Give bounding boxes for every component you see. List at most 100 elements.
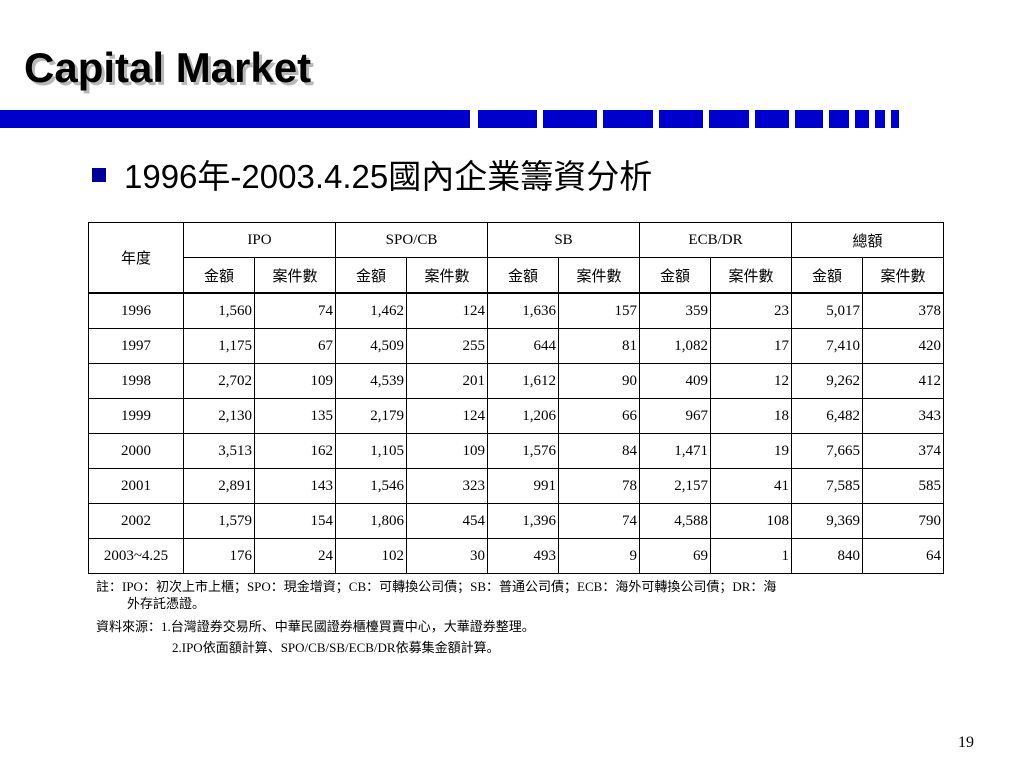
group-header-ecb-dr: ECB/DR xyxy=(639,222,792,258)
sub-header-count: 案件數 xyxy=(558,257,640,294)
amount-cell: 9,369 xyxy=(791,503,863,539)
stripe-segment xyxy=(891,110,899,128)
amount-cell: 1,560 xyxy=(183,292,255,329)
count-cell: 201 xyxy=(406,363,488,399)
amount-cell: 359 xyxy=(639,292,711,329)
amount-cell: 102 xyxy=(335,538,407,574)
amount-cell: 6,482 xyxy=(791,398,863,434)
amount-cell: 1,612 xyxy=(487,363,559,399)
count-cell: 84 xyxy=(558,433,640,469)
amount-cell: 1,396 xyxy=(487,503,559,539)
sub-header-count: 案件數 xyxy=(406,257,488,294)
count-cell: 162 xyxy=(254,433,336,469)
table-row: 2002 1,579 154 1,806 454 1,396 74 4,588 108 9,369… xyxy=(88,503,944,539)
amount-cell: 1,471 xyxy=(639,433,711,469)
count-cell: 420 xyxy=(862,328,944,364)
stripe-segment xyxy=(603,110,653,128)
count-cell: 23 xyxy=(710,292,792,329)
table-row: 1998 2,702 109 4,539 201 1,612 90 409 12 9,262 412 xyxy=(88,363,944,399)
amount-cell: 967 xyxy=(639,398,711,434)
stripe-segment xyxy=(795,110,823,128)
count-cell: 585 xyxy=(862,468,944,504)
count-cell: 9 xyxy=(558,538,640,574)
amount-cell: 1,105 xyxy=(335,433,407,469)
stripe-segment xyxy=(855,110,869,128)
count-cell: 255 xyxy=(406,328,488,364)
amount-cell: 1,579 xyxy=(183,503,255,539)
stripe-segment xyxy=(829,110,849,128)
year-cell: 2000 xyxy=(88,433,184,469)
amount-cell: 2,179 xyxy=(335,398,407,434)
year-cell: 1998 xyxy=(88,363,184,399)
stripe-segment xyxy=(755,110,789,128)
year-header: 年度 xyxy=(88,222,184,294)
stripe-segment xyxy=(709,110,749,128)
amount-cell: 4,509 xyxy=(335,328,407,364)
stripe-segment xyxy=(659,110,703,128)
count-cell: 108 xyxy=(710,503,792,539)
count-cell: 323 xyxy=(406,468,488,504)
count-cell: 74 xyxy=(558,503,640,539)
sub-header-amount: 金額 xyxy=(335,257,407,294)
count-cell: 412 xyxy=(862,363,944,399)
count-cell: 143 xyxy=(254,468,336,504)
count-cell: 109 xyxy=(254,363,336,399)
table-row: 2001 2,891 143 1,546 323 991 78 2,157 41 7,585 585 xyxy=(88,468,944,504)
count-cell: 90 xyxy=(558,363,640,399)
amount-cell: 3,513 xyxy=(183,433,255,469)
count-cell: 135 xyxy=(254,398,336,434)
count-cell: 790 xyxy=(862,503,944,539)
year-cell: 1999 xyxy=(88,398,184,434)
amount-cell: 1,175 xyxy=(183,328,255,364)
stripe-segment xyxy=(875,110,885,128)
group-header-ipo: IPO xyxy=(183,222,336,258)
note-line: 註：IPO：初次上市上櫃；SPO：現金增資；CB：可轉換公司債；SB：普通公司債… xyxy=(96,579,777,594)
slide-title: Capital Market xyxy=(24,44,312,91)
count-cell: 378 xyxy=(862,292,944,329)
count-cell: 41 xyxy=(710,468,792,504)
amount-cell: 5,017 xyxy=(791,292,863,329)
source-line-continued: 2.IPO依面額計算、SPO/CB/SB/ECB/DR依募集金額計算。 xyxy=(172,640,500,655)
amount-cell: 7,665 xyxy=(791,433,863,469)
stripe-segment xyxy=(543,110,597,128)
sub-header-amount: 金額 xyxy=(183,257,255,294)
amount-cell: 7,585 xyxy=(791,468,863,504)
count-cell: 64 xyxy=(862,538,944,574)
year-cell: 2003~4.25 xyxy=(88,538,184,574)
amount-cell: 7,410 xyxy=(791,328,863,364)
amount-cell: 2,130 xyxy=(183,398,255,434)
amount-cell: 176 xyxy=(183,538,255,574)
amount-cell: 4,588 xyxy=(639,503,711,539)
amount-cell: 1,462 xyxy=(335,292,407,329)
table-row: 1996 1,560 74 1,462 124 1,636 157 359 23 5,017 378 xyxy=(88,292,944,329)
count-cell: 124 xyxy=(406,292,488,329)
count-cell: 343 xyxy=(862,398,944,434)
amount-cell: 1,082 xyxy=(639,328,711,364)
count-cell: 454 xyxy=(406,503,488,539)
sub-header-count: 案件數 xyxy=(862,257,944,294)
page-number: 19 xyxy=(958,734,974,751)
stripe-segment xyxy=(478,110,537,128)
count-cell: 157 xyxy=(558,292,640,329)
count-cell: 17 xyxy=(710,328,792,364)
year-cell: 2002 xyxy=(88,503,184,539)
table-body: 1996 1,560 74 1,462 124 1,636 157 359 23 5,017 378… xyxy=(88,292,944,574)
count-cell: 1 xyxy=(710,538,792,574)
stripe-segment xyxy=(0,110,470,128)
count-cell: 109 xyxy=(406,433,488,469)
sub-header-amount: 金額 xyxy=(639,257,711,294)
count-cell: 19 xyxy=(710,433,792,469)
note-line-continued: 外存託憑證。 xyxy=(127,596,206,611)
amount-cell: 1,806 xyxy=(335,503,407,539)
amount-cell: 644 xyxy=(487,328,559,364)
count-cell: 74 xyxy=(254,292,336,329)
group-header-spo-cb: SPO/CB xyxy=(335,222,488,258)
year-cell: 1996 xyxy=(88,292,184,329)
sub-header-count: 案件數 xyxy=(710,257,792,294)
amount-cell: 2,891 xyxy=(183,468,255,504)
count-cell: 124 xyxy=(406,398,488,434)
amount-cell: 1,206 xyxy=(487,398,559,434)
bullet-square-icon xyxy=(92,168,106,182)
table-sub-header-row: 金額 案件數 金額 案件數 金額 案件數 金額 案件數 金額 案件數 xyxy=(89,257,944,294)
count-cell: 18 xyxy=(710,398,792,434)
